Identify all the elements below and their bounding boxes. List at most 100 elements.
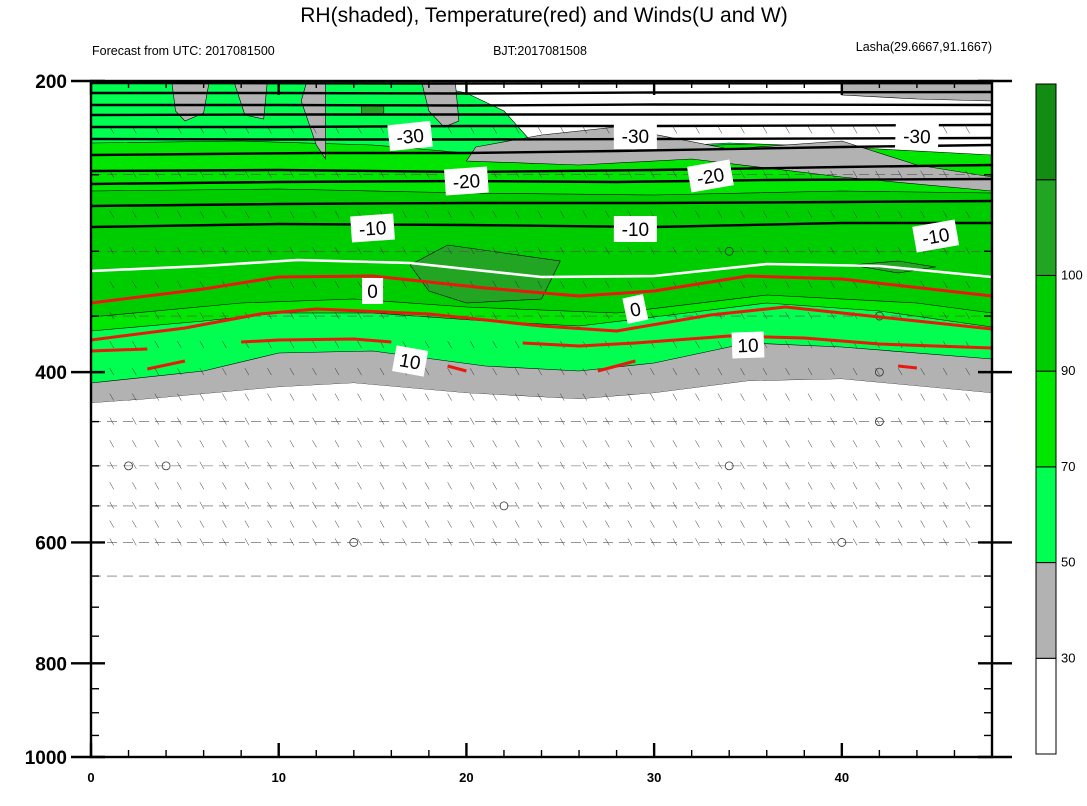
wind-barb-tick <box>289 340 295 349</box>
wind-barb-tick <box>132 417 137 425</box>
wind-barb-tick <box>875 461 880 469</box>
wind-barb-tick <box>807 417 813 425</box>
wind-barb-tick <box>560 247 565 255</box>
wind-barb-tick <box>289 280 295 289</box>
wind-barb-tick <box>289 210 295 218</box>
wind-barb-tick <box>334 482 340 490</box>
wind-barb-tick <box>154 368 160 376</box>
wind-barb-tick <box>424 440 430 448</box>
wind-barb-tick <box>605 126 610 134</box>
wind-barb-tick <box>537 520 542 528</box>
wind-barb-tick <box>965 311 970 320</box>
wind-barb-tick <box>334 461 340 469</box>
wind-barb-tick <box>830 368 835 376</box>
wind-barb-tick <box>807 126 813 134</box>
wind-barb-tick <box>920 482 925 490</box>
wind-barb-tick <box>132 280 137 289</box>
wind-barb-tick <box>289 393 295 401</box>
wind-barb-tick <box>650 417 655 425</box>
wind-barb-tick <box>965 247 970 255</box>
wind-barb-tick <box>920 538 925 546</box>
wind-barb-tick <box>762 311 768 320</box>
wind-barb-tick <box>875 538 880 546</box>
x-tick-label: 0 <box>87 770 94 785</box>
wind-barb-tick <box>695 393 700 401</box>
wind-barb-tick <box>109 461 114 469</box>
wind-barb-tick <box>222 311 227 320</box>
wind-barb-tick <box>627 501 633 510</box>
wind-barb-tick <box>132 393 137 401</box>
wind-barb-tick <box>267 520 272 528</box>
wind-barb-tick <box>515 247 520 255</box>
isotherm--10-8 <box>91 177 992 186</box>
wind-barb-tick <box>222 210 227 218</box>
wind-barb-tick <box>312 170 317 178</box>
colorbar-swatch <box>1035 370 1057 468</box>
wind-barb-tick <box>289 247 295 255</box>
wind-barb-tick <box>537 247 542 255</box>
wind-barb-tick <box>672 393 678 401</box>
wind-barb-tick <box>267 501 272 510</box>
wind-barb-tick <box>357 538 362 546</box>
wind-barb-tick <box>244 210 250 218</box>
wind-barb-tick <box>312 280 317 289</box>
wind-barb-tick <box>312 501 317 510</box>
wind-barb-tick <box>605 210 610 218</box>
x-tick-label: 40 <box>835 770 849 785</box>
wind-barb-tick <box>492 538 497 546</box>
wind-barb-tick <box>312 210 317 218</box>
wind-barb-tick <box>267 247 272 255</box>
wind-barb-tick <box>852 126 858 134</box>
wind-barb-tick <box>875 126 880 134</box>
wind-barb-tick <box>740 393 745 401</box>
isotherm-0-11 <box>91 258 992 279</box>
contour-label-8: 0 <box>362 278 384 304</box>
wind-barb-tick <box>492 126 497 134</box>
wind-barb-tick <box>199 311 205 320</box>
wind-barb-tick <box>334 340 340 349</box>
wind-barb-tick <box>605 280 610 289</box>
wind-barb-tick <box>582 461 588 469</box>
wind-barb-tick <box>942 440 948 448</box>
wind-barb-tick <box>177 170 182 178</box>
wind-barb-tick <box>447 440 452 448</box>
wind-barb-tick <box>762 126 768 134</box>
wind-barb-tick <box>469 368 475 376</box>
wind-barb-tick <box>965 368 970 376</box>
wind-barb-tick <box>109 417 114 425</box>
colorbar-swatch <box>1035 657 1057 755</box>
wind-barb-tick <box>695 482 700 490</box>
calm-wind-circle <box>499 501 509 511</box>
wind-barb-tick <box>830 538 835 546</box>
svg-text:-10: -10 <box>622 220 649 241</box>
wind-barb-tick <box>695 247 700 255</box>
wind-barb-tick <box>920 311 925 320</box>
wind-barb-tick <box>740 417 745 425</box>
contour-label-5: -10 <box>350 213 395 243</box>
wind-barb-tick <box>177 280 182 289</box>
wind-barb-tick <box>717 247 723 255</box>
wind-barb-tick <box>942 280 948 289</box>
isotherm-12-14 <box>241 337 392 344</box>
wind-barb-tick <box>244 520 250 528</box>
wind-barb-tick <box>267 393 272 401</box>
wind-barb-tick <box>582 393 588 401</box>
wind-barb-tick <box>740 482 745 490</box>
wind-barb-tick <box>740 247 745 255</box>
wind-barb-tick <box>650 311 655 320</box>
wind-barb-tick <box>852 520 858 528</box>
wind-barb-tick <box>582 417 588 425</box>
wind-barb-tick <box>852 538 858 546</box>
wind-barb-tick <box>469 501 475 510</box>
wind-barb-tick <box>627 538 633 546</box>
wind-barb-tick <box>402 280 407 289</box>
calm-wind-circle <box>124 461 133 471</box>
contour-label-7: -10 <box>912 219 960 253</box>
wind-barb-tick <box>672 482 678 490</box>
wind-barb-tick <box>875 501 880 510</box>
wind-barb-tick <box>965 501 970 510</box>
wind-barb-tick <box>199 340 205 349</box>
wind-barb-tick <box>267 340 272 349</box>
calm-wind-circle <box>837 538 847 547</box>
wind-barb-tick <box>267 210 272 218</box>
